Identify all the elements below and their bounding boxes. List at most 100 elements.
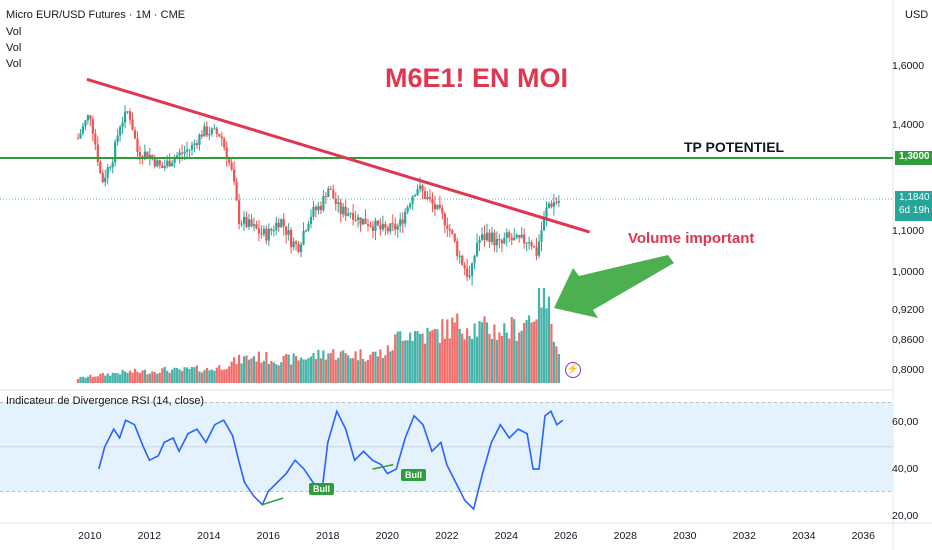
candle-body	[312, 206, 315, 217]
volume-bar	[309, 356, 313, 383]
candle-body	[111, 162, 114, 168]
candle-body	[324, 196, 327, 198]
volume-bar	[483, 316, 486, 383]
candle-body	[275, 222, 278, 231]
volume-bar	[458, 328, 461, 383]
volume-bar	[94, 376, 97, 383]
candle-body	[334, 198, 337, 204]
volume-bar	[156, 373, 159, 383]
volume-bar	[84, 377, 87, 383]
volume-bar	[344, 353, 347, 383]
candle-body	[133, 130, 137, 139]
volume-bar	[381, 358, 384, 383]
volume-bar	[411, 340, 414, 383]
volume-bar	[364, 361, 367, 383]
candle-body	[319, 205, 322, 211]
candle-body	[342, 206, 345, 215]
countdown-value: 6d 19h	[899, 205, 930, 216]
candle-body	[242, 216, 246, 224]
candle-body	[500, 240, 503, 244]
volume-legend-2[interactable]: Vol	[6, 42, 22, 54]
candle-body	[295, 241, 298, 244]
candle-body	[262, 228, 265, 235]
candle-body	[545, 207, 548, 218]
volume-bar	[349, 358, 352, 383]
volume-bar	[233, 357, 236, 383]
candle-body	[153, 158, 156, 167]
candle-body	[131, 119, 134, 131]
candle-body	[329, 188, 332, 190]
volume-bar	[235, 364, 238, 383]
candle-body	[391, 223, 394, 225]
volume-bar	[404, 340, 407, 383]
volume-bar	[480, 322, 484, 383]
candle-body	[99, 162, 102, 173]
candle-body	[448, 228, 451, 231]
volume-bar	[376, 356, 380, 383]
candle-body	[81, 126, 85, 134]
candle-body	[148, 154, 151, 158]
candle-body	[94, 133, 97, 145]
volume-bar	[81, 376, 85, 383]
volume-bar	[285, 354, 288, 383]
time-tick-label: 2018	[316, 530, 340, 542]
candle-body	[203, 126, 206, 137]
candle-body	[126, 111, 129, 113]
volume-bar	[337, 357, 340, 383]
volume-legend-3[interactable]: Vol	[6, 58, 22, 70]
volume-bar	[230, 361, 233, 383]
candle-body	[84, 120, 87, 127]
candle-body	[76, 138, 80, 140]
candle-body	[230, 162, 233, 170]
rsi-indicator-title[interactable]: Indicateur de Divergence RSI (14, close)	[6, 395, 205, 407]
symbol-title[interactable]: Micro EUR/USD Futures · 1M · CME	[6, 9, 186, 21]
candle-body	[287, 230, 290, 235]
volume-bar	[168, 372, 171, 383]
candle-body	[109, 167, 112, 169]
volume-bar	[215, 367, 218, 383]
volume-bar	[528, 315, 531, 383]
candle-body	[285, 226, 288, 235]
volume-bar	[508, 338, 511, 383]
candle-body	[195, 143, 199, 146]
volume-bar	[371, 351, 375, 383]
volume-bar	[237, 354, 241, 383]
volume-bar	[116, 373, 119, 383]
volume-bar	[503, 323, 506, 383]
lightning-icon[interactable]: ⚡	[565, 362, 581, 378]
time-tick-label: 2034	[792, 530, 816, 542]
volume-legend-1[interactable]: Vol	[6, 26, 22, 38]
candle-body	[225, 147, 228, 160]
volume-bar	[478, 321, 481, 383]
volume-bar	[257, 351, 261, 383]
candle-body	[176, 155, 179, 158]
candle-body	[198, 134, 201, 146]
time-tick-label: 2022	[435, 530, 459, 542]
bull-label-1: Bull	[309, 483, 334, 495]
candle-body	[218, 133, 221, 137]
candle-body	[376, 220, 380, 226]
candle-body	[493, 232, 496, 246]
candle-body	[359, 217, 362, 225]
candle-body	[453, 233, 456, 242]
candle-body	[307, 223, 310, 231]
volume-bar	[446, 319, 449, 383]
time-tick-label: 2026	[554, 530, 578, 542]
volume-bar	[287, 354, 290, 383]
volume-bar	[468, 336, 471, 383]
volume-bar	[421, 333, 424, 383]
volume-bar	[557, 353, 560, 383]
candle-body	[297, 243, 300, 253]
candle-body	[267, 229, 270, 241]
volume-bar	[277, 365, 280, 383]
candle-body	[292, 241, 295, 248]
volume-bar	[131, 372, 134, 383]
candle-body	[128, 111, 132, 120]
volume-bar	[453, 322, 456, 383]
time-tick-label: 2028	[613, 530, 637, 542]
bull-divergence-2	[372, 463, 394, 470]
candle-body	[555, 202, 558, 204]
price-tick-label: 1,1000	[892, 225, 925, 237]
candle-body	[416, 188, 419, 196]
candle-body	[290, 230, 293, 248]
